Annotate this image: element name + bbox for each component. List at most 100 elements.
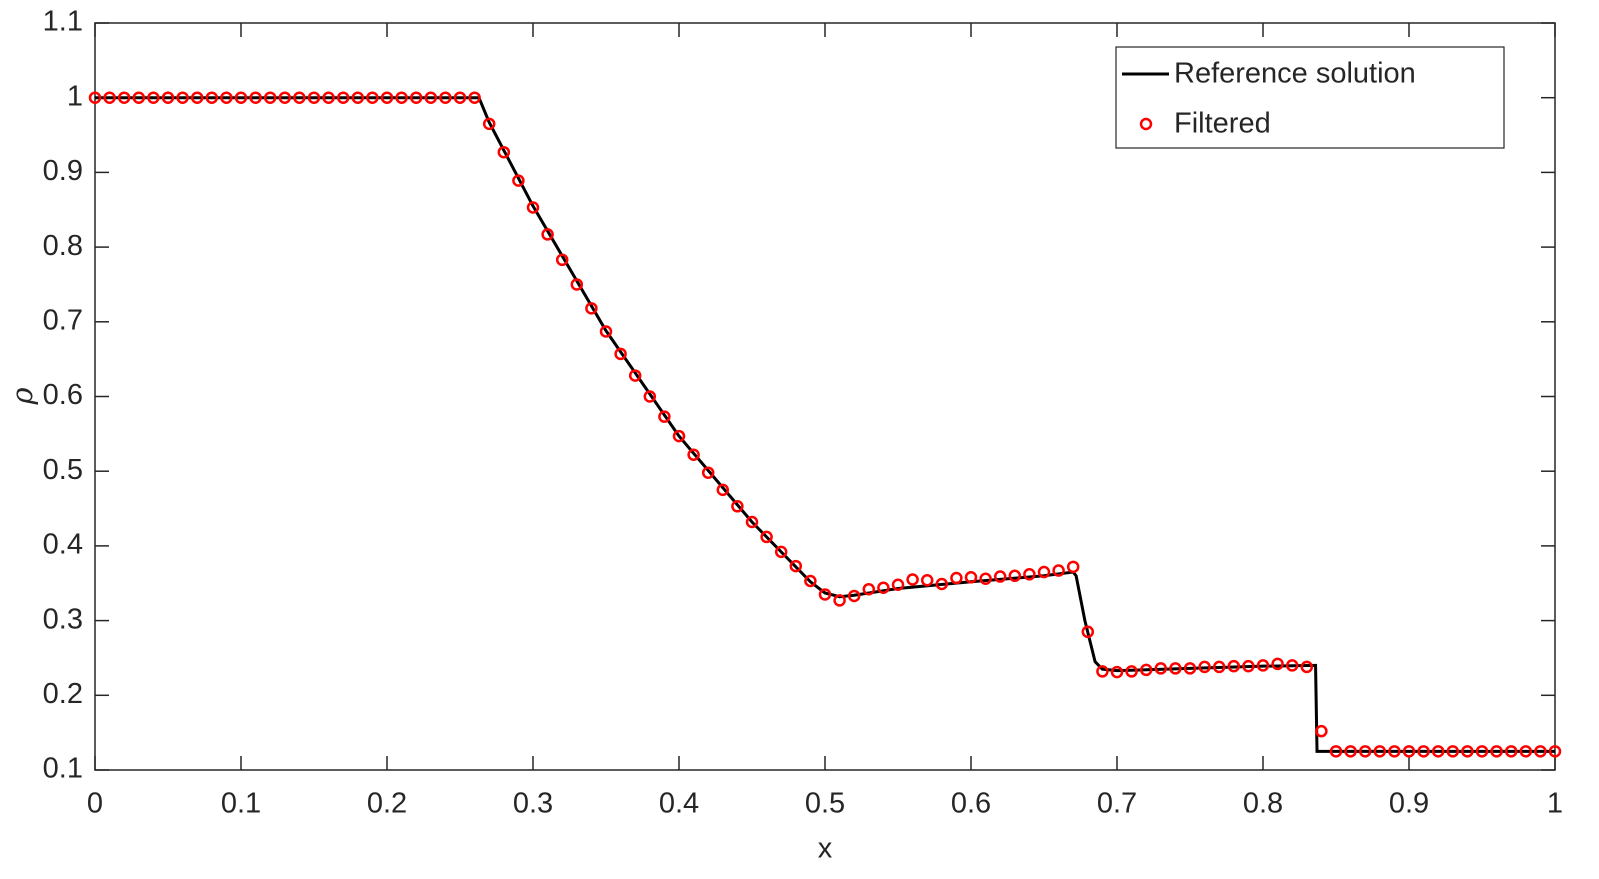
x-tick-label: 0.4 [659,788,699,820]
data-point [1344,745,1357,758]
data-line [95,96,1555,753]
data-point [1519,745,1533,758]
data-point [278,91,292,104]
data-point [570,278,584,291]
x-tick-label: 0 [87,788,103,820]
y-axis-label: ρ [5,387,39,405]
y-tick-label: 1.1 [43,6,83,38]
y-tick-label: 0.3 [43,603,83,635]
data-point [1534,745,1547,758]
data-point [891,578,905,591]
data-point [745,515,759,529]
data-point [395,91,408,104]
data-point [1388,745,1401,758]
data-point [526,201,540,214]
data-point [249,91,262,104]
data-point [906,573,919,586]
legend-label: Filtered [1174,108,1271,140]
data-point [482,117,496,131]
data-point [687,448,700,462]
data-point [453,91,467,104]
data-point [716,483,730,497]
data-point [628,369,642,382]
data-point [804,574,817,588]
data-point [1169,662,1182,675]
data-point [920,574,934,587]
data-point [1490,745,1503,758]
x-tick-label: 0.8 [1243,788,1283,820]
data-point [1052,564,1065,577]
data-point [818,588,832,601]
data-point [117,91,131,104]
data-point [103,91,116,104]
data-point [599,325,613,338]
x-tick-label: 0.7 [1097,788,1137,820]
data-point [585,302,598,315]
data-point [1329,745,1343,758]
x-tick-label: 0.2 [367,788,407,820]
y-tick-label: 0.5 [43,454,83,486]
data-point [862,582,876,596]
data-point [731,500,744,513]
data-point [1183,662,1197,675]
legend-label: Reference solution [1174,58,1416,90]
data-point [220,91,233,104]
y-tick-label: 0.7 [43,304,83,336]
data-point [497,145,511,159]
legend-box [1115,46,1505,149]
y-tick-label: 0.4 [43,529,83,561]
data-point [1198,660,1211,674]
x-tick-label: 0.6 [951,788,991,820]
data-point [1461,745,1474,758]
data-point [322,91,335,104]
data-point [643,390,657,403]
data-point [1373,745,1387,758]
data-point [1285,659,1299,672]
data-point [132,91,146,104]
data-point [1227,659,1241,673]
data-point [672,429,686,443]
data-point [1023,568,1036,581]
data-point [1256,659,1270,672]
data-point [1242,659,1255,673]
data-point [1154,662,1168,675]
data-point [541,228,554,241]
data-point [1081,625,1095,639]
data-point [833,594,846,607]
data-point [336,91,350,104]
x-tick-label: 0.9 [1389,788,1429,820]
data-point [950,571,963,585]
y-tick-label: 0.8 [43,230,83,262]
data-point [439,91,452,104]
x-tick-label: 0.3 [513,788,553,820]
data-point [307,91,321,104]
data-point [1096,665,1109,678]
data-point [760,530,773,544]
data-point [979,572,992,586]
data-point [847,589,861,603]
y-tick-label: 0.1 [43,753,83,785]
data-point [935,577,949,591]
data-point [1417,745,1430,758]
data-point [161,91,175,104]
data-point [263,91,277,104]
data-point [1548,745,1562,758]
data-point [190,91,204,104]
data-point [993,570,1007,583]
data-point [1008,569,1022,583]
data-point [176,91,189,104]
y-tick-label: 0.2 [43,678,83,710]
y-tick-label: 1 [67,80,83,112]
data-point [658,410,671,423]
data-point [614,347,627,361]
data-point [409,91,423,104]
y-tick-label: 0.9 [43,155,83,187]
data-point [1315,724,1328,738]
data-point [147,91,160,104]
data-point [1446,745,1460,758]
data-point [877,581,890,594]
data-point [1504,745,1518,758]
data-point [234,91,248,104]
